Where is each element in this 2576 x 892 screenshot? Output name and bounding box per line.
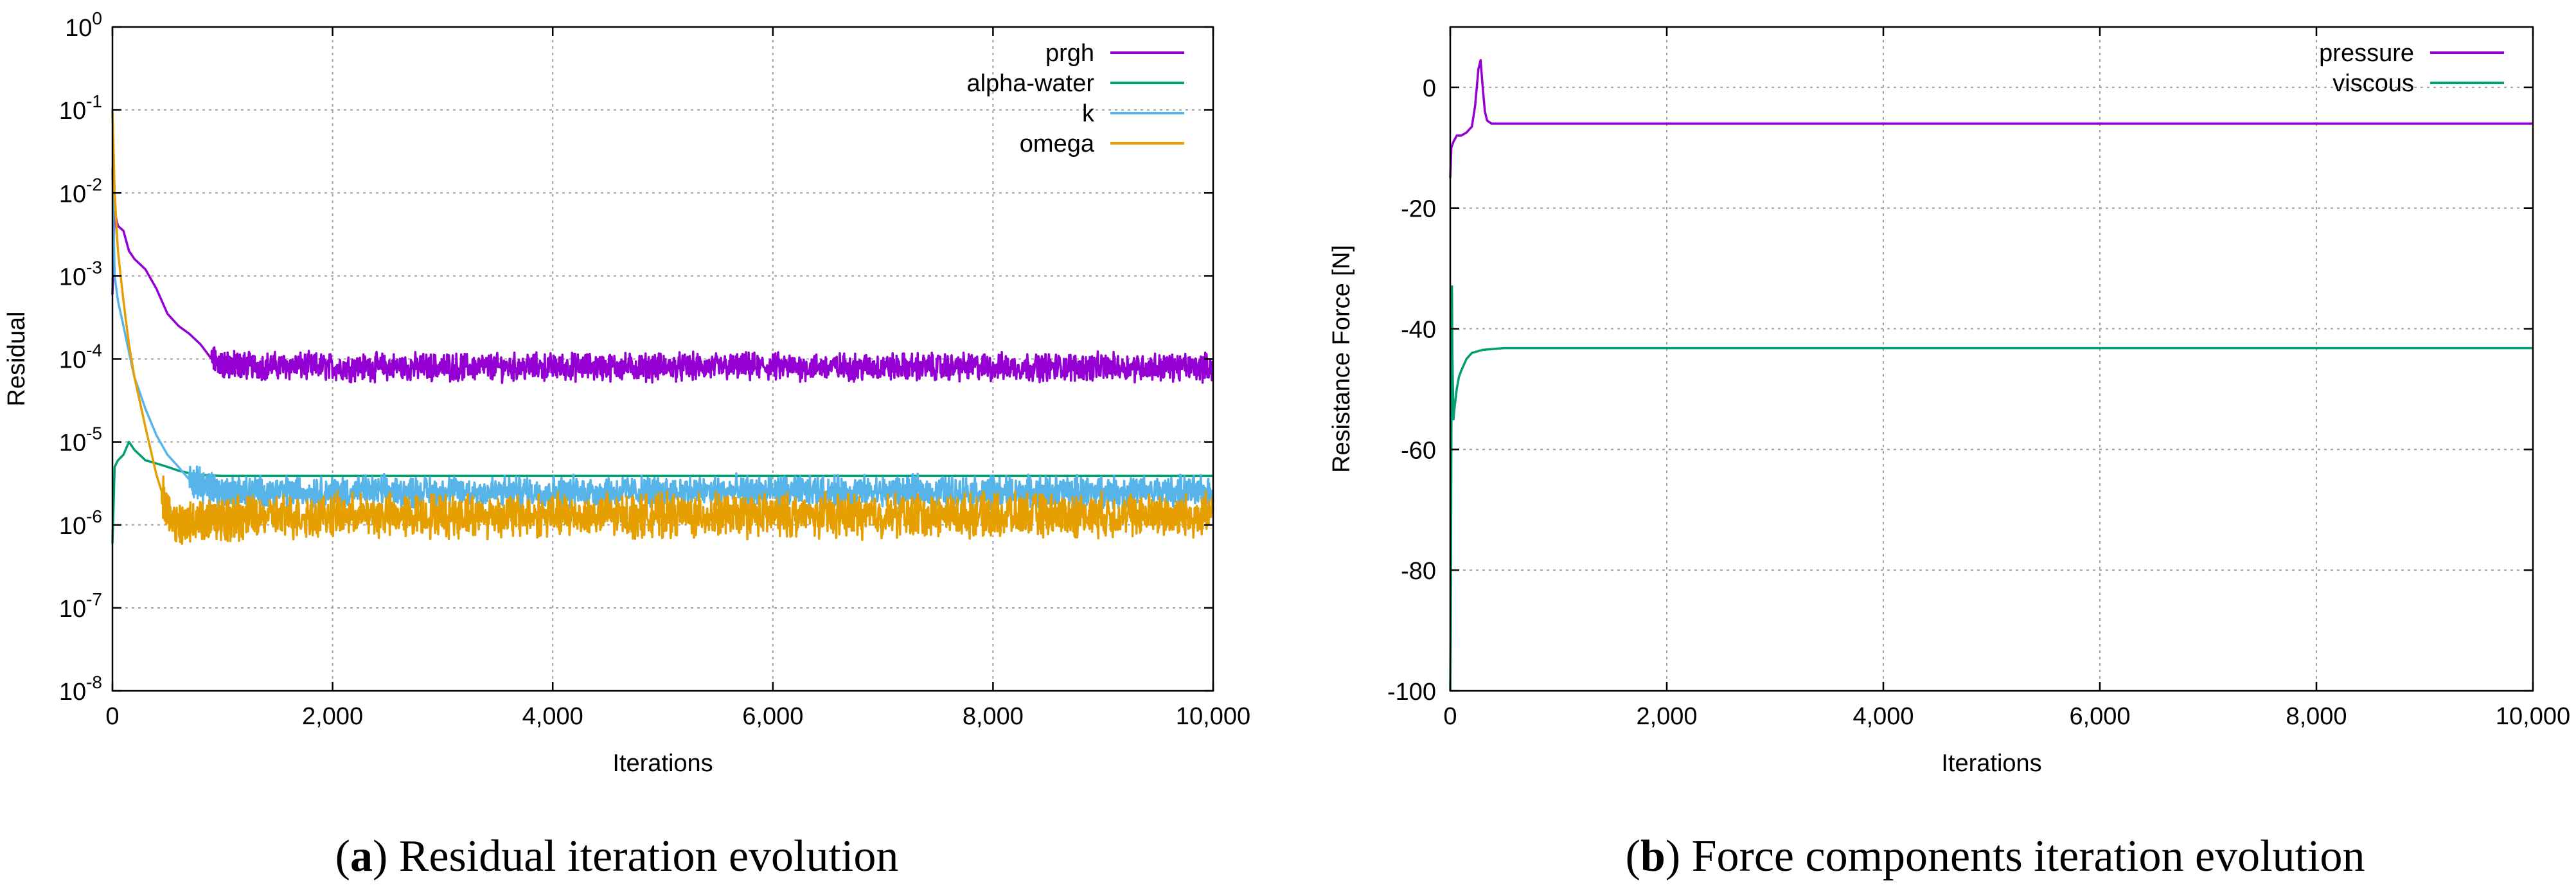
force-y-tick-label: -100 [1387,679,1436,706]
residual-y-tick-label: 100 [65,8,102,42]
residual-caption-label: a [350,832,373,881]
force-series-viscous-line [1449,285,2534,691]
force-y-axis-label: Resistance Force [N] [1328,245,1355,473]
force-y-tick-label: -60 [1401,437,1436,464]
residual-y-tick-label: 10-8 [59,672,102,706]
residual-x-tick-label: 6,000 [742,703,803,730]
force-grid [1450,27,2533,691]
force-x-tick-label: 0 [1443,703,1457,730]
residual-x-axis-label: Iterations [612,750,713,777]
residual-x-tick-label: 4,000 [522,703,583,730]
force-legend: pressure viscous [2319,40,2504,97]
residual-series-omega-line [111,110,1214,545]
residual-y-tick-label: 10-5 [59,424,102,457]
residual-series [111,110,1214,545]
force-y-tick-label: 0 [1423,75,1436,102]
force-caption-text: Force components iteration evolution [1692,832,2365,881]
force-ticks: 0 2,000 4,000 6,000 8,000 10,000 0 -20 -40 -60 -80… [1387,27,2570,730]
residual-chart: 0 2,000 4,000 6,000 8,000 10,000 100 10-1 10-2 10… [3,8,1250,881]
force-x-tick-label: 4,000 [1852,703,1914,730]
force-y-tick-label: -20 [1401,196,1436,223]
force-x-tick-label: 2,000 [1636,703,1697,730]
residual-legend-label-alpha-water: alpha-water [966,70,1094,97]
residual-grid [112,27,1213,691]
force-caption-label: b [1640,832,1666,881]
force-y-tick-label: -40 [1401,317,1436,344]
residual-ticks: 0 2,000 4,000 6,000 8,000 10,000 100 10-1 10-2 10… [59,8,1250,730]
residual-legend-label-prgh: prgh [1045,40,1094,67]
residual-y-tick-label: 10-2 [59,174,102,208]
residual-x-tick-label: 10,000 [1176,703,1250,730]
residual-y-tick-label: 10-7 [59,589,102,623]
residual-x-tick-label: 0 [105,703,119,730]
residual-series-k-line [111,168,1214,512]
force-chart: 0 2,000 4,000 6,000 8,000 10,000 0 -20 -40 -60 -80… [1328,26,2570,881]
residual-y-tick-label: 10-6 [59,506,102,540]
force-legend-label-viscous: viscous [2332,70,2414,97]
force-series-pressure-line [1449,58,2534,178]
force-x-tick-label: 6,000 [2069,703,2130,730]
residual-y-tick-label: 10-4 [59,341,102,374]
force-y-tick-label: -80 [1401,558,1436,585]
residual-caption: (a) Residual iteration evolution [335,832,899,881]
residual-caption-text: Residual iteration evolution [399,832,899,881]
residual-legend-label-omega: omega [1020,130,1095,157]
residual-legend-label-k: k [1082,100,1095,127]
force-legend-label-pressure: pressure [2319,40,2414,67]
residual-x-tick-label: 2,000 [302,703,363,730]
residual-x-tick-label: 8,000 [963,703,1024,730]
residual-series-prgh-line [111,210,1214,384]
force-x-axis-label: Iterations [1941,750,2041,777]
force-x-tick-label: 8,000 [2286,703,2347,730]
force-series [1449,58,2534,691]
residual-y-tick-label: 10-3 [59,257,102,290]
force-x-tick-label: 10,000 [2496,703,2570,730]
force-plot-frame [1449,26,2534,692]
residual-legend: prgh alpha-water k omega [966,40,1184,157]
force-caption: (b) Force components iteration evolution [1626,832,2365,881]
residual-y-axis-label: Residual [3,312,30,407]
residual-y-tick-label: 10-1 [59,91,102,125]
